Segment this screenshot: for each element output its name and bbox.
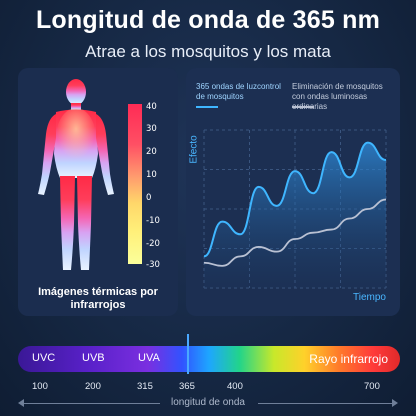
scale-tick: 10	[146, 170, 157, 180]
page-subtitle: Atrae a los mosquitos y los mata	[85, 42, 331, 61]
wavelength-tick: 200	[85, 381, 101, 392]
legend-swatch-ordinary	[292, 106, 314, 108]
thermal-color-scale	[128, 104, 142, 264]
y-axis-label: Efecto	[188, 135, 200, 164]
thermal-panel: 40 30 20 10 0 -10 -20 -30 Imágenes térmi…	[18, 68, 178, 316]
thermal-caption: Imágenes térmicas por infrarrojos	[38, 286, 158, 311]
marker-365nm	[187, 334, 189, 374]
uvb-label: UVB	[82, 352, 105, 364]
scale-tick: 20	[146, 147, 157, 157]
legend-swatch-365	[196, 106, 218, 108]
scale-tick: 30	[146, 124, 157, 134]
effect-chart	[203, 129, 387, 289]
scale-tick: -30	[146, 260, 160, 270]
wavelength-axis-line	[24, 403, 160, 404]
wavelength-tick: 400	[227, 381, 243, 392]
wavelength-tick: 315	[137, 381, 153, 392]
wavelength-axis-title: longitud de onda	[171, 397, 245, 408]
wavelength-tick: 700	[364, 381, 380, 392]
axis-arrow-left	[18, 399, 24, 407]
x-axis-label: Tiempo	[353, 292, 386, 303]
uvc-label: UVC	[32, 352, 56, 364]
wavelength-spectrum-bar: UVC UVB UVA Rayo infrarrojo	[18, 346, 400, 372]
thermal-body-figure	[38, 79, 114, 270]
wavelength-tick: 100	[32, 381, 48, 392]
series-365-area	[204, 142, 386, 288]
page-title: Longitud de onda de 365 nm	[35, 6, 381, 34]
wavelength-tick: 365	[179, 381, 195, 392]
scale-tick: 0	[146, 193, 152, 203]
series-ordinary-line	[203, 198, 387, 267]
scale-tick: -10	[146, 216, 160, 226]
series-365-line	[203, 141, 387, 258]
infrared-label: Rayo infrarrojo	[309, 352, 388, 366]
wavelength-axis-line	[258, 403, 392, 404]
legend-365: 365 ondas de luzcontrol de mosquitos	[196, 82, 281, 101]
effect-chart-panel: 365 ondas de luzcontrol de mosquitos Eli…	[186, 68, 400, 316]
axis-arrow-right	[392, 399, 398, 407]
scale-tick: -20	[146, 239, 160, 249]
uva-label: UVA	[138, 352, 160, 364]
scale-tick: 40	[146, 102, 157, 112]
